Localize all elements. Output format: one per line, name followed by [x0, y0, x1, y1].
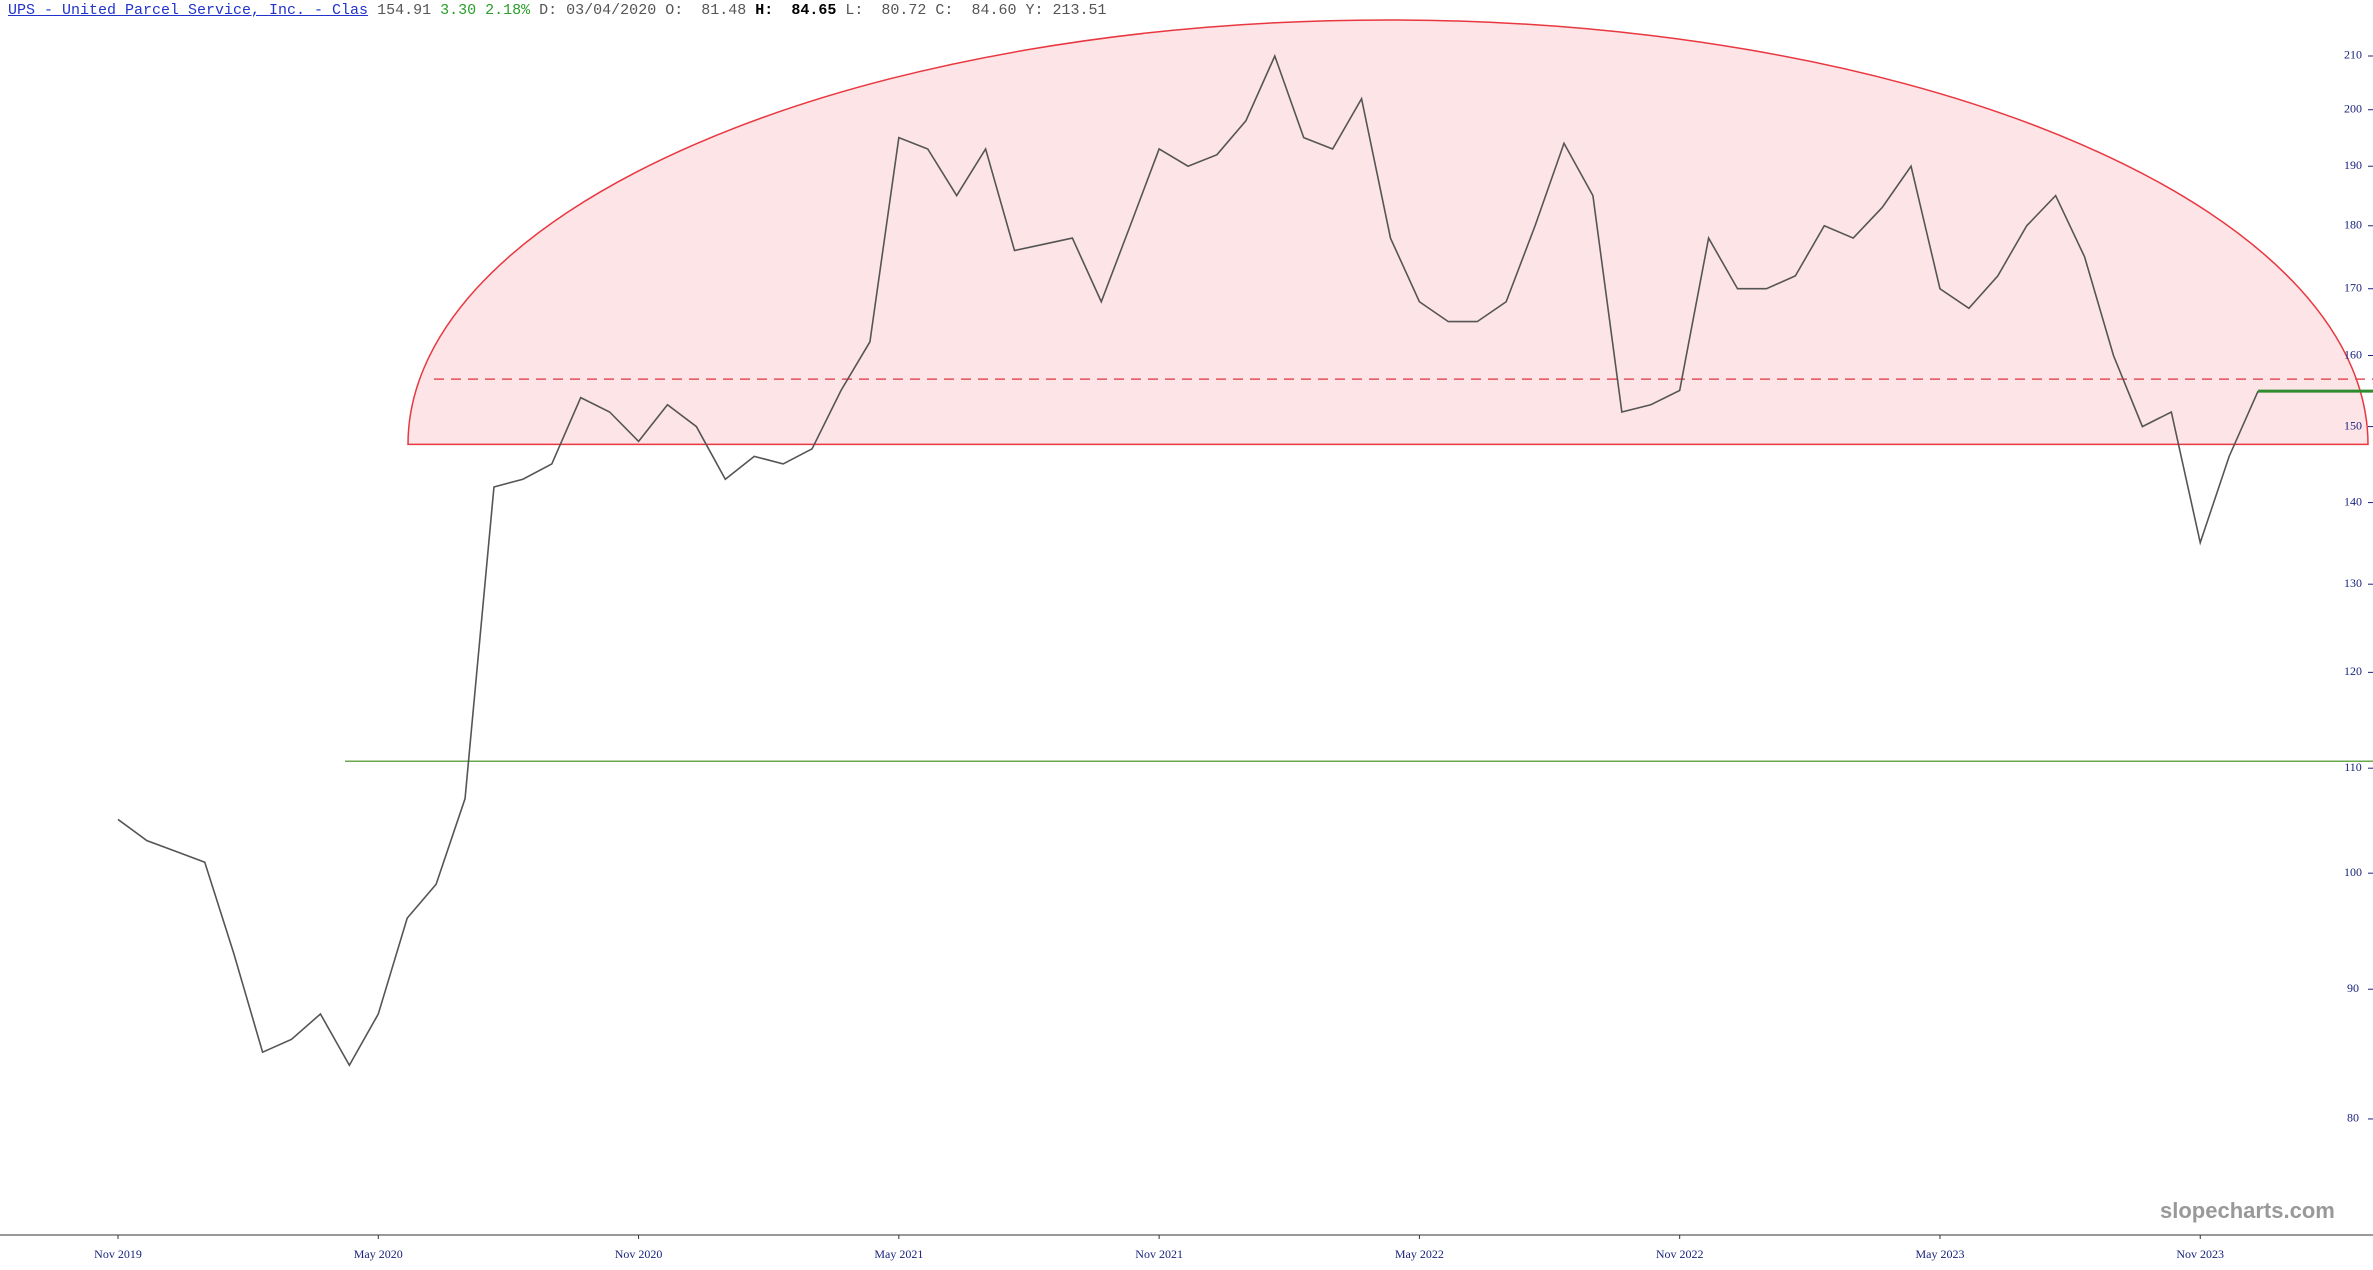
last-price: 154.91: [377, 2, 432, 19]
low: 80.72: [881, 2, 927, 19]
high-label: H:: [755, 2, 774, 19]
open-label: O:: [665, 2, 684, 19]
x-tick-label: Nov 2021: [1135, 1247, 1183, 1261]
header: UPS - United Parcel Service, Inc. - Clas…: [8, 2, 1106, 19]
y-tick-label: 210: [2344, 48, 2362, 62]
x-tick-label: May 2020: [354, 1247, 403, 1261]
y-tick-label: 180: [2344, 218, 2362, 232]
symbol-link[interactable]: UPS - United Parcel Service, Inc. - Clas: [8, 2, 369, 19]
y-tick-label: 200: [2344, 101, 2362, 115]
arc-zone: [407, 19, 2369, 446]
x-tick-label: Nov 2023: [2176, 1247, 2224, 1261]
close-label: C:: [935, 2, 954, 19]
low-label: L:: [845, 2, 864, 19]
x-tick-label: May 2022: [1395, 1247, 1444, 1261]
watermark: slopecharts.com: [2160, 1198, 2335, 1223]
change: 3.30: [440, 2, 477, 19]
change-pct: 2.18%: [485, 2, 531, 19]
y-tick-label: 150: [2344, 418, 2362, 432]
price-line: [117, 53, 2259, 1067]
x-tick-label: May 2021: [874, 1247, 923, 1261]
y-tick-label: 120: [2344, 664, 2362, 678]
y-tick-label: 90: [2347, 981, 2359, 995]
y-tick-label: 190: [2344, 158, 2362, 172]
y-tick-label: 140: [2344, 494, 2362, 508]
close: 84.60: [971, 2, 1017, 19]
date: D: 03/04/2020: [539, 2, 657, 19]
y-tick-label: 160: [2344, 347, 2362, 361]
x-tick-label: Nov 2019: [94, 1247, 142, 1261]
open: 81.48: [701, 2, 747, 19]
cursor-y: Y: 213.51: [1025, 2, 1107, 19]
y-tick-label: 110: [2344, 760, 2362, 774]
high: 84.65: [791, 2, 837, 19]
x-tick-label: Nov 2022: [1656, 1247, 1704, 1261]
x-tick-label: Nov 2020: [615, 1247, 663, 1261]
y-tick-label: 130: [2344, 576, 2362, 590]
y-tick-label: 170: [2344, 280, 2362, 294]
y-tick-label: 80: [2347, 1111, 2359, 1125]
x-tick-label: May 2023: [1915, 1247, 1964, 1261]
y-tick-label: 100: [2344, 865, 2362, 879]
